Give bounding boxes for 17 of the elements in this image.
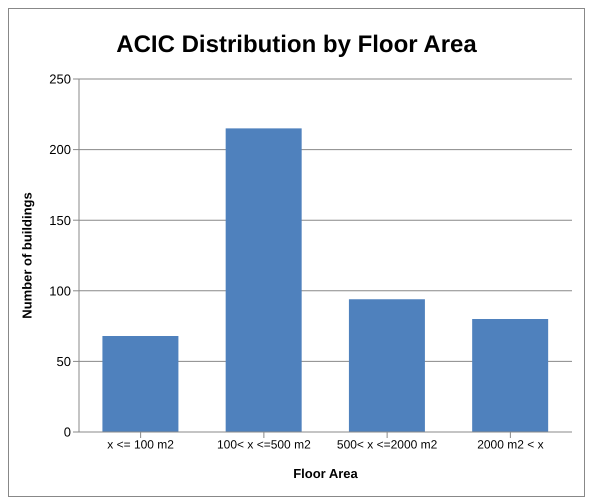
- bar: [102, 336, 178, 432]
- bar: [226, 128, 302, 432]
- y-tick-label: 100: [49, 283, 71, 298]
- bar: [472, 319, 548, 432]
- y-tick-label: 250: [49, 72, 71, 87]
- y-tick-label: 200: [49, 142, 71, 158]
- x-tick-label: x <= 100 m2: [107, 438, 174, 452]
- x-axis-title: Floor Area: [293, 466, 359, 481]
- x-tick-label: 100< x <=500 m2: [217, 438, 312, 452]
- bar: [348, 299, 425, 432]
- x-tick-label: 500< x <=2000 m2: [336, 438, 438, 452]
- y-tick-label: 50: [56, 354, 71, 370]
- y-axis-title: Number of buildings: [20, 192, 35, 319]
- y-tick-label: 0: [64, 424, 71, 440]
- y-tick-label: 150: [49, 212, 71, 228]
- chart-title: ACIC Distribution by Floor Area: [115, 31, 478, 60]
- x-tick-label: 2000 m2 < x: [477, 438, 544, 452]
